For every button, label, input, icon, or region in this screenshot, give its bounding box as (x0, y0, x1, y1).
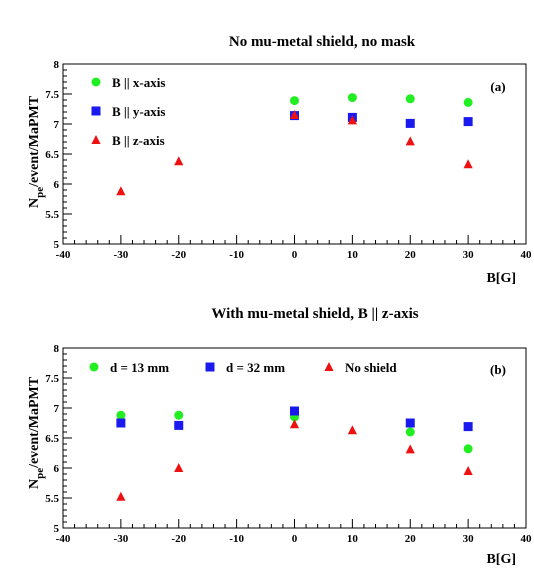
legend-label: B || z-axis (112, 133, 165, 148)
data-point (289, 419, 300, 429)
data-point (347, 425, 357, 435)
y-axis-label-main-b: N (27, 479, 42, 489)
legend-label: d = 32 mm (226, 360, 285, 375)
legend-marker (89, 362, 99, 372)
chart-title-a: No mu-metal shield, no mask (229, 34, 416, 50)
x-tick-label: 30 (463, 533, 475, 545)
data-point (405, 94, 415, 104)
y-tick-label: 6.5 (45, 149, 59, 161)
x-tick-label: -20 (171, 533, 186, 545)
x-tick-label: 40 (521, 249, 533, 261)
legend-marker (91, 106, 101, 116)
x-tick-label: -10 (229, 533, 244, 545)
x-tick-label: 20 (405, 533, 417, 545)
data-point (463, 466, 473, 475)
legend-marker (91, 77, 101, 87)
y-tick-label: 5.5 (45, 493, 59, 505)
y-tick-label: 8 (54, 343, 60, 355)
y-tick-label: 7.5 (45, 89, 59, 101)
plot-frame-b (62, 347, 527, 529)
x-tick-label: -20 (171, 249, 186, 261)
y-tick-label: 8 (54, 59, 60, 71)
data-point (405, 444, 415, 454)
panel-label-b: (b) (490, 362, 506, 377)
data-point (174, 463, 184, 472)
legend-marker (324, 362, 334, 371)
x-tick-label: 10 (347, 249, 359, 261)
y-axis-label-rest-a: /event/MaPMT (27, 95, 42, 188)
y-tick-label: 7 (54, 403, 60, 415)
chart-panel-a: No mu-metal shield, no mask (a) B[G] Npe… (27, 34, 532, 286)
data-point (116, 410, 126, 420)
x-tick-label: 0 (292, 533, 298, 545)
x-tick-label: -30 (114, 533, 129, 545)
data-point (289, 110, 300, 119)
y-axis-label-b: Npe/event/MaPMT (27, 376, 46, 489)
x-tick-label: 30 (463, 249, 475, 261)
x-tick-label: -40 (56, 533, 71, 545)
plot-frame-a (62, 63, 527, 245)
legend-marker (205, 362, 215, 372)
data-point (347, 93, 357, 103)
data-point (347, 115, 357, 125)
legend-label: B || y-axis (112, 104, 165, 119)
y-tick-label: 6.5 (45, 433, 59, 445)
y-axis-label-sub-a: pe (34, 187, 46, 198)
x-tick-label: 10 (347, 533, 359, 545)
y-tick-label: 5 (54, 239, 60, 251)
data-point (174, 156, 184, 166)
y-tick-label: 6 (54, 179, 60, 191)
data-point (405, 418, 415, 428)
x-tick-label: 40 (521, 533, 533, 545)
data-point (463, 422, 473, 432)
legend-label: d = 13 mm (110, 360, 169, 375)
x-axis-label-a: B[G] (486, 271, 516, 286)
x-tick-label: -10 (229, 249, 244, 261)
data-point (290, 406, 299, 416)
data-point (463, 159, 473, 169)
y-axis-label-sub-b: pe (34, 468, 46, 479)
y-tick-label: 5.5 (45, 209, 59, 221)
legend-label: No shield (345, 360, 397, 375)
y-tick-label: 6 (54, 463, 60, 475)
x-tick-label: 20 (405, 249, 417, 261)
x-tick-label: 0 (292, 249, 298, 261)
y-axis-label-a: Npe/event/MaPMT (27, 95, 46, 208)
x-tick-label: -40 (56, 249, 71, 261)
chart-panel-b: With mu-metal shield, B || z-axis (b) B[… (27, 306, 532, 567)
data-point (174, 410, 184, 420)
data-point (463, 444, 473, 454)
data-point (405, 427, 415, 437)
data-point (405, 136, 415, 146)
x-axis-label-b: B[G] (486, 552, 516, 567)
data-point (463, 117, 473, 127)
y-axis-label-rest-b: /event/MaPMT (27, 376, 42, 469)
data-point (116, 491, 126, 501)
chart-title-b: With mu-metal shield, B || z-axis (211, 306, 418, 322)
data-point (290, 96, 299, 106)
y-axis-label-main-a: N (27, 198, 42, 208)
legend-label: B || x-axis (112, 75, 165, 90)
data-point (463, 97, 473, 107)
y-tick-label: 7 (54, 119, 60, 131)
data-point (174, 420, 184, 430)
data-point (116, 186, 126, 196)
data-point (405, 118, 415, 128)
legend-marker (91, 135, 101, 144)
x-tick-label: -30 (114, 249, 129, 261)
y-tick-label: 5 (54, 523, 60, 535)
y-tick-label: 7.5 (45, 373, 59, 385)
data-point (116, 418, 126, 428)
panel-label-a: (a) (490, 79, 505, 94)
